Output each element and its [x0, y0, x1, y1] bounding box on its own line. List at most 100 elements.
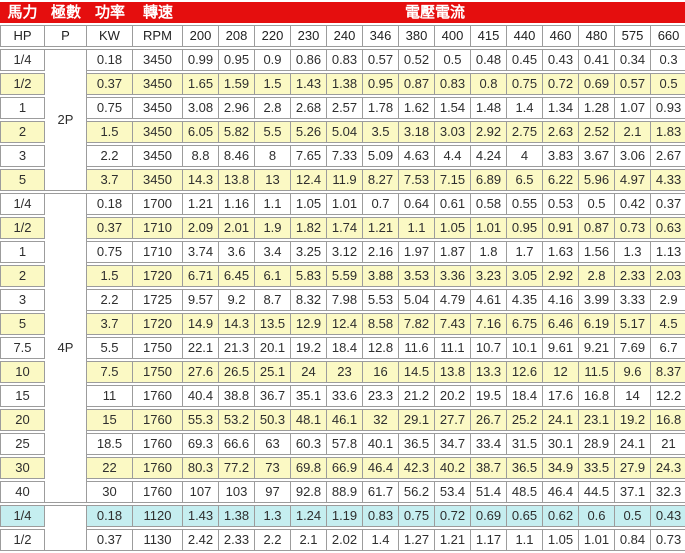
- current-cell: 20.1: [255, 337, 291, 359]
- current-cell: 1.19: [327, 505, 363, 527]
- table-row: 20 15 1760 55.3 53.2 50.3 48.1 46.1 32 29.1 27.7 26…: [0, 409, 685, 431]
- current-cell: 53.2: [219, 409, 255, 431]
- current-cell: 12: [543, 361, 579, 383]
- current-cell: 24.3: [651, 457, 685, 479]
- current-cell: 103: [219, 481, 255, 503]
- column-header-460: 460: [543, 25, 579, 47]
- rpm-cell: 1760: [133, 433, 183, 455]
- current-cell: 26.7: [471, 409, 507, 431]
- current-cell: 21: [651, 433, 685, 455]
- title-voltage-current: 電壓電流: [183, 2, 685, 23]
- current-cell: 11.9: [327, 169, 363, 191]
- current-cell: 48.1: [291, 409, 327, 431]
- table-row: 1/4 4P 0.18 1700 1.21 1.16 1.1 1.05 1.01 0.7 0.64 0…: [0, 193, 685, 503]
- current-cell: 1.21: [363, 217, 399, 239]
- current-cell: 1.62: [399, 97, 435, 119]
- current-cell: 1.24: [291, 505, 327, 527]
- current-cell: 0.34: [615, 49, 651, 71]
- current-cell: 25.2: [507, 409, 543, 431]
- kw-cell: 0.75: [87, 241, 133, 263]
- current-cell: 1.1: [507, 529, 543, 551]
- current-cell: 14.5: [399, 361, 435, 383]
- hp-cell: 3: [0, 289, 45, 311]
- hp-cell: 1/2: [0, 217, 45, 239]
- current-cell: 46.1: [327, 409, 363, 431]
- hp-cell: 20: [0, 409, 45, 431]
- rpm-cell: 1710: [133, 241, 183, 263]
- current-cell: 4.5: [651, 313, 685, 335]
- current-cell: 14.3: [183, 169, 219, 191]
- current-cell: 66.9: [327, 457, 363, 479]
- current-cell: 1.21: [435, 529, 471, 551]
- current-cell: 16.8: [651, 409, 685, 431]
- rpm-cell: 1725: [133, 289, 183, 311]
- table-body: 1/4 2P 0.18 3450 0.99 0.95 0.9 0.86 0.83 0.57 0.52…: [0, 49, 685, 551]
- current-cell: 7.43: [435, 313, 471, 335]
- kw-cell: 0.18: [87, 193, 133, 215]
- current-cell: 12.6: [507, 361, 543, 383]
- pole-group-cell: 2P: [45, 49, 87, 191]
- kw-cell: 2.2: [87, 145, 133, 167]
- kw-cell: 1.5: [87, 121, 133, 143]
- rpm-cell: 1750: [133, 361, 183, 383]
- current-cell: 9.21: [579, 337, 615, 359]
- table-row: 3 2.2 3450 8.8 8.46 8 7.65 7.33 5.09 4.63 4.4 4.24 4…: [0, 145, 685, 167]
- current-cell: 10.1: [507, 337, 543, 359]
- current-cell: 3.06: [615, 145, 651, 167]
- current-cell: 13: [255, 169, 291, 191]
- current-cell: 6.7: [651, 337, 685, 359]
- current-cell: 1.05: [435, 217, 471, 239]
- current-cell: 0.3: [651, 49, 685, 71]
- current-cell: 9.57: [183, 289, 219, 311]
- hp-cell: 15: [0, 385, 45, 407]
- table-row: 2 1.5 1720 6.71 6.45 6.1 5.83 5.59 3.88 3.53 3.36 3…: [0, 265, 685, 287]
- current-cell: 21.3: [219, 337, 255, 359]
- current-cell: 1.74: [327, 217, 363, 239]
- current-cell: 60.3: [291, 433, 327, 455]
- column-header-200: 200: [183, 25, 219, 47]
- table-row: 30 22 1760 80.3 77.2 73 69.8 66.9 46.4 42.3 40.2 38…: [0, 457, 685, 479]
- hp-cell: 1/4: [0, 49, 45, 71]
- kw-cell: 0.18: [87, 505, 133, 527]
- hp-cell: 1/4: [0, 505, 45, 527]
- current-cell: 6.22: [543, 169, 579, 191]
- column-header-575: 575: [615, 25, 651, 47]
- current-cell: 36.5: [399, 433, 435, 455]
- current-cell: 3.36: [435, 265, 471, 287]
- current-cell: 1.01: [471, 217, 507, 239]
- kw-cell: 0.75: [87, 97, 133, 119]
- current-cell: 1.54: [435, 97, 471, 119]
- current-cell: 2.92: [543, 265, 579, 287]
- current-cell: 0.5: [615, 505, 651, 527]
- current-cell: 2.01: [219, 217, 255, 239]
- current-cell: 2.8: [579, 265, 615, 287]
- current-cell: 1.48: [471, 97, 507, 119]
- current-cell: 1.1: [255, 193, 291, 215]
- current-cell: 0.42: [615, 193, 651, 215]
- current-cell: 0.53: [543, 193, 579, 215]
- current-cell: 2.75: [507, 121, 543, 143]
- current-cell: 0.55: [507, 193, 543, 215]
- rpm-cell: 1120: [133, 505, 183, 527]
- current-cell: 0.95: [219, 49, 255, 71]
- current-cell: 27.9: [615, 457, 651, 479]
- current-cell: 21.2: [399, 385, 435, 407]
- current-cell: 0.48: [471, 49, 507, 71]
- current-cell: 2.1: [615, 121, 651, 143]
- current-cell: 2.67: [651, 145, 685, 167]
- current-cell: 2.2: [255, 529, 291, 551]
- current-cell: 69.8: [291, 457, 327, 479]
- rpm-cell: 3450: [133, 49, 183, 71]
- current-cell: 55.3: [183, 409, 219, 431]
- kw-cell: 0.37: [87, 217, 133, 239]
- pole-group-cell: 4P: [45, 193, 87, 503]
- current-cell: 3.53: [399, 265, 435, 287]
- current-cell: 1.63: [543, 241, 579, 263]
- hp-cell: 2: [0, 121, 45, 143]
- current-cell: 42.3: [399, 457, 435, 479]
- current-cell: 0.73: [651, 529, 685, 551]
- current-cell: 1.38: [219, 505, 255, 527]
- current-cell: 0.75: [507, 73, 543, 95]
- current-cell: 4.4: [435, 145, 471, 167]
